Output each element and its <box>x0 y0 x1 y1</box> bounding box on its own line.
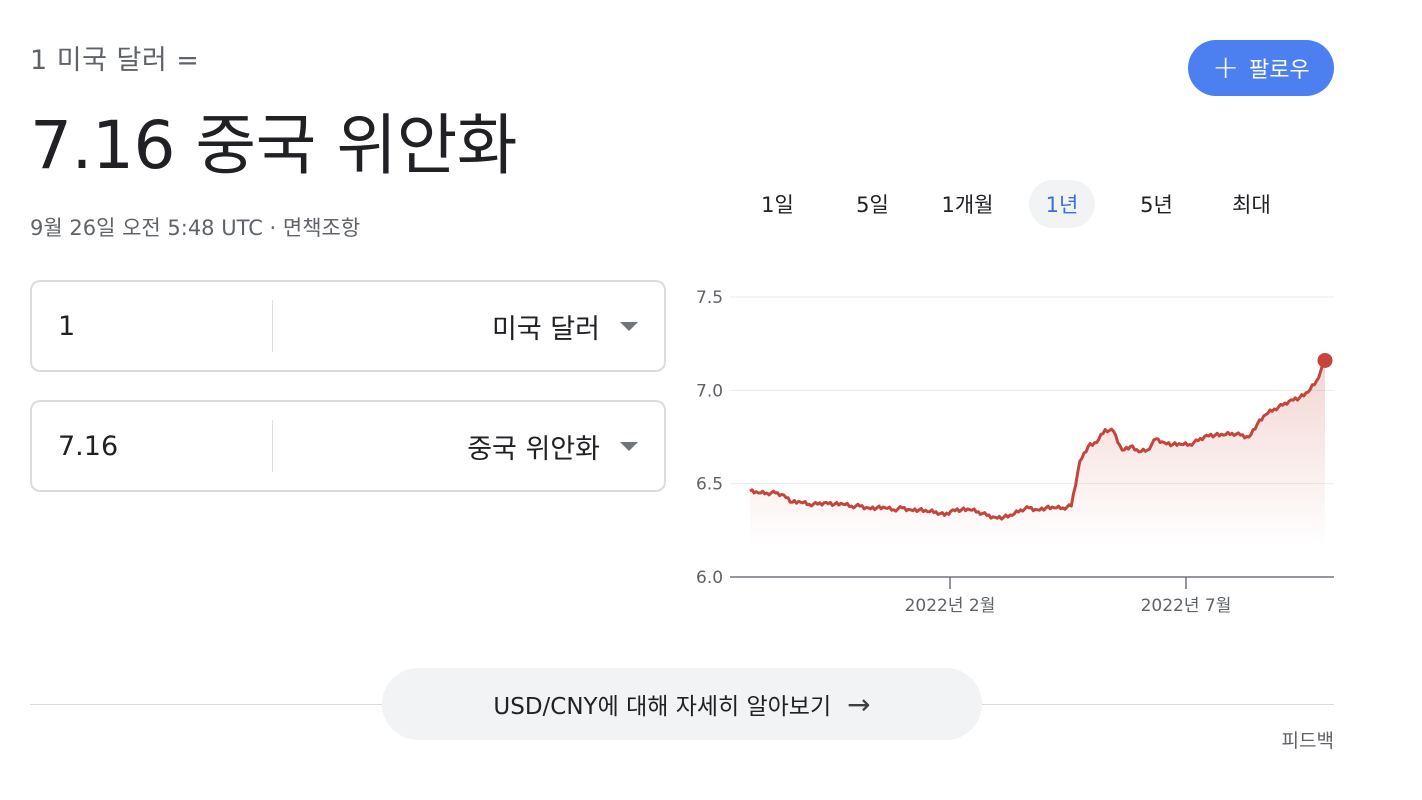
chart-x-tick-label: 2022년 2월 <box>905 596 996 616</box>
time-range-tabs: 1일 5일 1개월 1년 5년 최대 <box>730 180 1299 228</box>
chart-series-line <box>749 359 1327 521</box>
dropdown-caret-icon <box>620 441 638 451</box>
chart-area-fill <box>750 360 1325 547</box>
plus-icon: + <box>1212 47 1240 86</box>
disclaimer-link[interactable]: 면책조항 <box>282 216 361 240</box>
tab-5y[interactable]: 5년 <box>1140 193 1173 217</box>
divider-right <box>982 704 1334 705</box>
input-divider <box>272 420 273 472</box>
tab-max[interactable]: 최대 <box>1232 193 1271 217</box>
to-amount-input[interactable] <box>32 402 272 490</box>
from-amount-input[interactable] <box>32 282 272 370</box>
chart-y-tick-label: 6.5 <box>696 475 723 495</box>
to-currency-select[interactable]: 중국 위안화 <box>273 402 664 490</box>
tab-1m[interactable]: 1개월 <box>941 193 994 217</box>
timestamp: 9월 26일 오전 5:48 UTC · 면책조항 <box>30 212 360 242</box>
from-currency-box: 미국 달러 <box>30 280 666 372</box>
tab-5d[interactable]: 5일 <box>856 193 889 217</box>
chart-current-point <box>1317 352 1333 368</box>
to-currency-label: 중국 위안화 <box>467 433 600 465</box>
arrow-right-icon: → <box>847 687 871 721</box>
learn-more-label: USD/CNY에 대해 자세히 알아보기 <box>493 694 832 720</box>
dropdown-caret-icon <box>620 321 638 331</box>
chart-y-tick-label: 7.5 <box>696 288 723 308</box>
conversion-result: 7.16 중국 위안화 <box>30 107 518 184</box>
chart-y-tick-label: 6.0 <box>696 568 723 588</box>
chart-x-tick-label: 2022년 7월 <box>1141 596 1232 616</box>
conversion-subtitle: 1 미국 달러 = <box>30 45 200 76</box>
follow-button-label: 팔로우 <box>1249 58 1310 83</box>
timestamp-text: 9월 26일 오전 5:48 UTC · <box>30 216 283 240</box>
input-divider <box>272 300 273 352</box>
from-currency-label: 미국 달러 <box>492 313 600 345</box>
chart-y-tick-label: 7.0 <box>696 381 723 401</box>
divider-left <box>30 704 382 705</box>
exchange-rate-chart[interactable]: 7.5 7.0 6.5 6.0 2022년 2월 2022년 7월 <box>690 270 1350 630</box>
feedback-link[interactable]: 피드백 <box>1281 730 1334 752</box>
to-currency-box: 중국 위안화 <box>30 400 666 492</box>
tab-1d[interactable]: 1일 <box>761 193 794 217</box>
tab-1y[interactable]: 1년 <box>1029 180 1095 228</box>
learn-more-button[interactable]: USD/CNY에 대해 자세히 알아보기 → <box>382 668 982 740</box>
from-currency-select[interactable]: 미국 달러 <box>273 282 664 370</box>
follow-button[interactable]: + 팔로우 <box>1188 40 1334 96</box>
